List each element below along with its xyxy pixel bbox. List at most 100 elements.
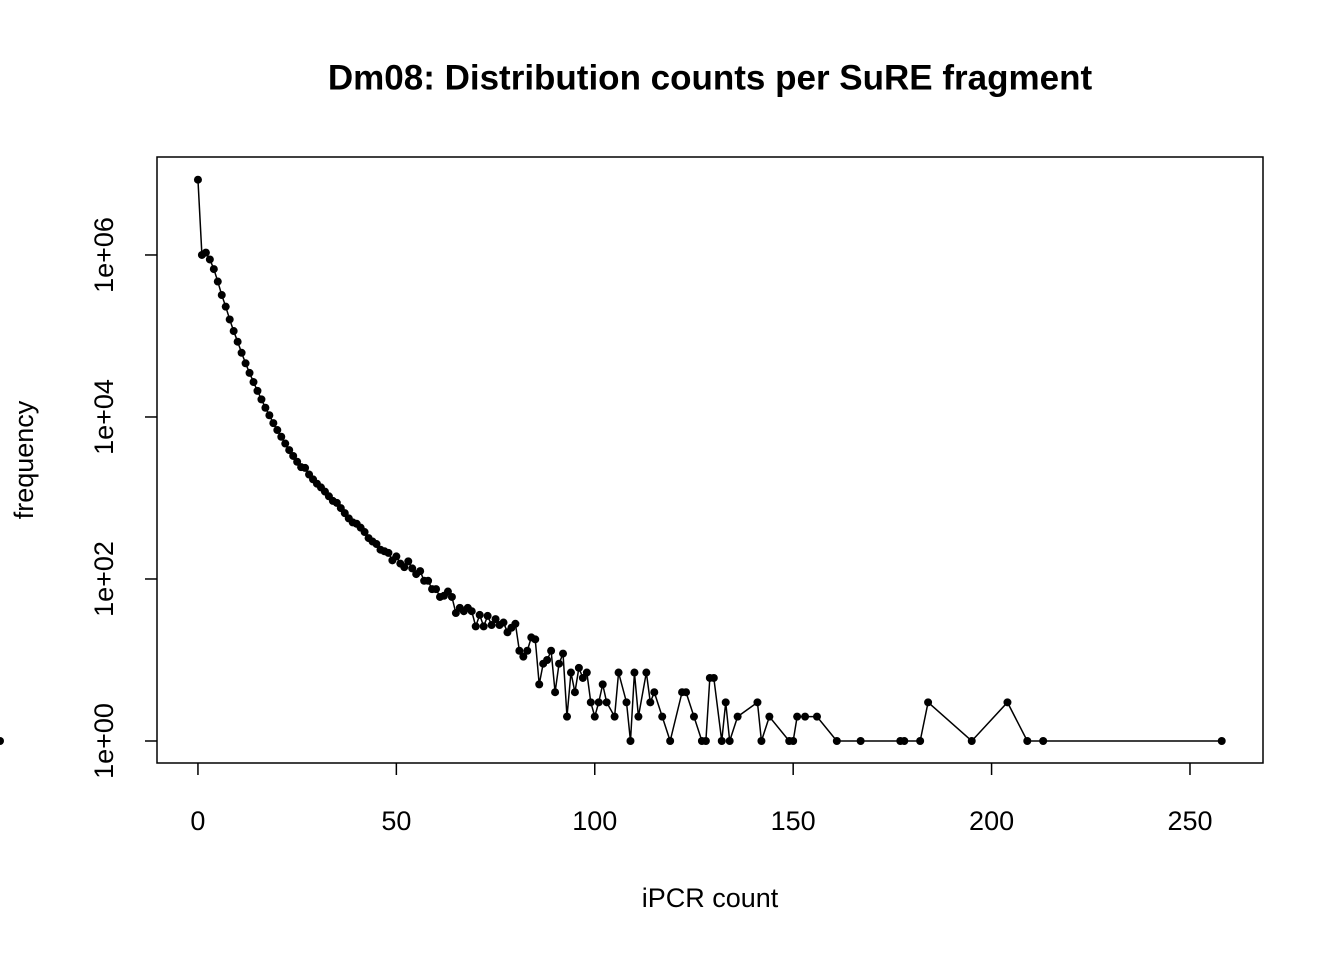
data-point: [479, 622, 488, 631]
y-tick-label: 1e+02: [89, 541, 119, 617]
data-point: [1039, 736, 1048, 745]
data-point: [658, 712, 667, 721]
data-point: [967, 736, 976, 745]
data-point: [682, 688, 691, 697]
data-point: [301, 463, 310, 472]
y-tick-label: 1e+00: [89, 703, 119, 779]
data-point: [372, 540, 381, 549]
data-point: [586, 698, 595, 707]
data-point: [261, 403, 270, 412]
data-point: [467, 607, 476, 616]
data-point: [269, 419, 278, 428]
data-point: [0, 736, 4, 745]
data-line: [197, 179, 1222, 744]
data-point: [801, 712, 810, 721]
data-point: [642, 668, 651, 677]
data-point: [626, 736, 635, 745]
data-point: [400, 563, 409, 572]
data-point: [1217, 736, 1226, 745]
data-point: [209, 265, 218, 274]
data-point: [900, 736, 909, 745]
data-point: [832, 736, 841, 745]
data-point: [531, 635, 540, 644]
data-point: [360, 528, 369, 537]
x-tick-label: 150: [771, 806, 816, 836]
data-point: [281, 439, 290, 448]
data-point: [765, 712, 774, 721]
data-point: [432, 585, 441, 594]
data-point: [733, 712, 742, 721]
data-point: [523, 646, 532, 655]
data-point: [233, 337, 242, 346]
data-point: [666, 736, 675, 745]
data-point: [535, 680, 544, 689]
data-point: [519, 652, 528, 661]
data-point: [221, 302, 230, 311]
data-point: [225, 315, 234, 324]
data-point: [590, 712, 599, 721]
data-point: [634, 712, 643, 721]
data-point: [555, 659, 564, 668]
data-point: [689, 712, 698, 721]
data-point: [622, 698, 631, 707]
data-point: [570, 688, 579, 697]
data-point: [491, 615, 500, 624]
data-point: [924, 698, 933, 707]
data-point: [499, 618, 508, 627]
chart-title: Dm08: Distribution counts per SuRE fragm…: [328, 58, 1093, 97]
data-point: [416, 567, 425, 576]
data-point: [709, 673, 718, 682]
y-axis-label: frequency: [9, 400, 39, 519]
data-point: [717, 736, 726, 745]
data-point: [598, 680, 607, 689]
data-point: [630, 668, 639, 677]
data-point: [753, 698, 762, 707]
data-point: [471, 622, 480, 631]
data-point: [265, 411, 274, 420]
data-point: [404, 557, 413, 566]
plot-frame: [156, 156, 1264, 764]
data-point: [562, 712, 571, 721]
data-point: [1023, 736, 1032, 745]
data-point: [594, 698, 603, 707]
x-tick-label: 50: [381, 806, 411, 836]
data-point: [277, 432, 286, 441]
data-point: [392, 552, 401, 561]
data-point: [201, 248, 210, 257]
data-point: [916, 736, 925, 745]
data-point: [249, 378, 258, 387]
data-point: [1003, 698, 1012, 707]
data-point: [789, 736, 798, 745]
data-point: [241, 359, 250, 368]
data-point: [213, 277, 222, 286]
data-point: [253, 386, 262, 395]
data-point: [447, 592, 456, 601]
data-point: [483, 611, 492, 620]
data-point: [543, 655, 552, 664]
data-point: [487, 621, 496, 630]
data-point: [725, 736, 734, 745]
data-point: [610, 712, 619, 721]
data-point: [424, 576, 433, 585]
data-point: [245, 368, 254, 377]
data-point: [511, 619, 520, 628]
data-point: [515, 646, 524, 655]
x-tick-label: 100: [572, 806, 617, 836]
data-point: [273, 426, 282, 435]
y-tick-label: 1e+06: [89, 217, 119, 293]
data-point: [614, 668, 623, 677]
data-point: [757, 736, 766, 745]
y-tick-label: 1e+04: [89, 379, 119, 455]
data-point: [566, 668, 575, 677]
data-point: [793, 712, 802, 721]
data-point: [602, 698, 611, 707]
data-point: [812, 712, 821, 721]
x-tick-label: 0: [190, 806, 205, 836]
data-point: [217, 291, 226, 300]
data-point: [721, 698, 730, 707]
data-point: [408, 564, 417, 573]
data-point: [646, 698, 655, 707]
data-point: [559, 649, 568, 658]
data-point: [574, 663, 583, 672]
